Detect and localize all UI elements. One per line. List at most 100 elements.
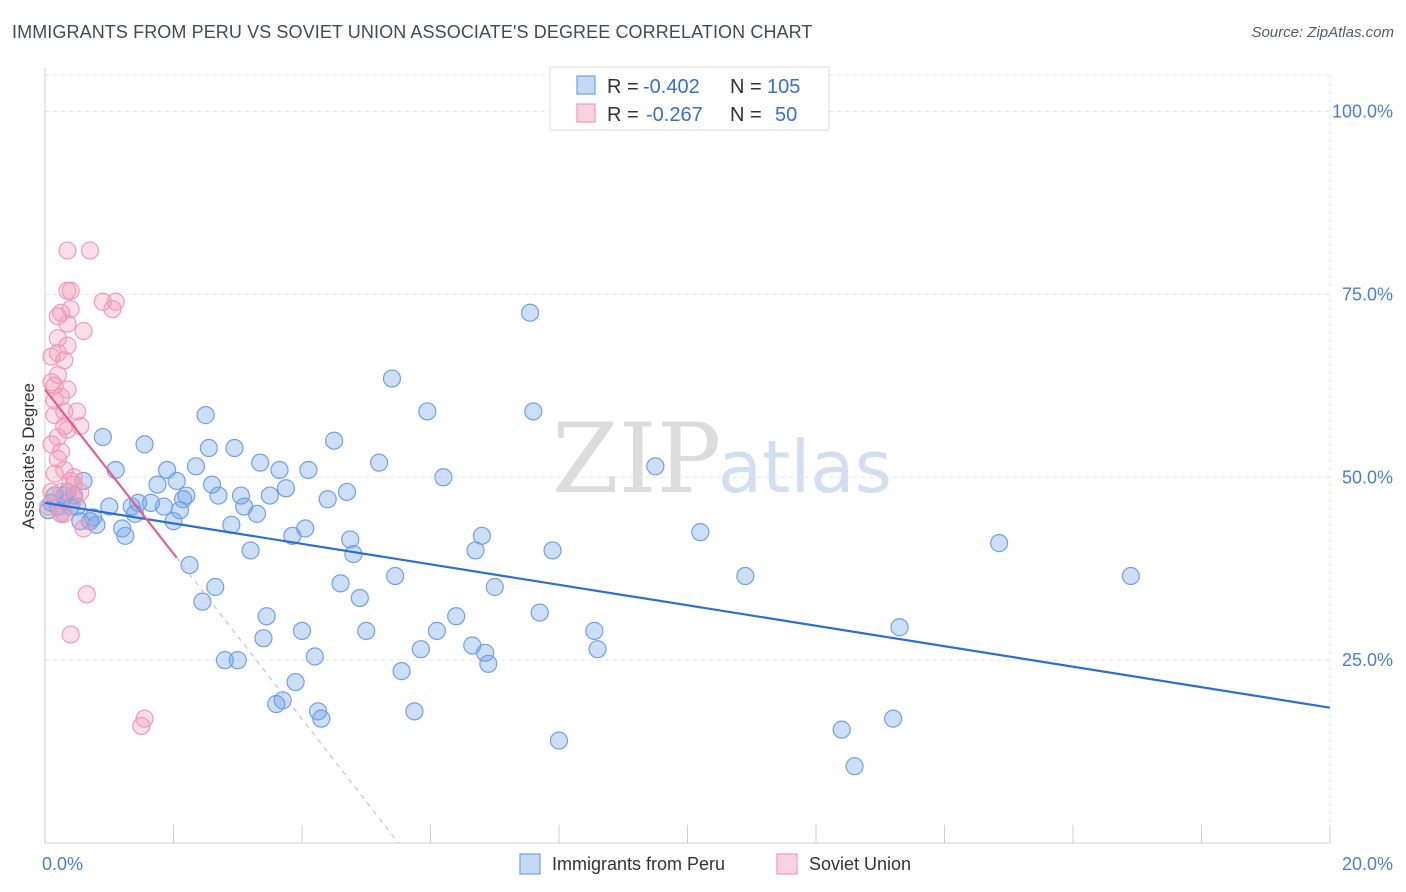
data-point-peru	[270, 460, 289, 480]
data-point-soviet	[64, 475, 84, 494]
trend-lines	[44, 388, 1331, 844]
data-point-peru	[225, 438, 244, 458]
data-point-peru	[411, 640, 430, 659]
series-soviet-points	[39, 241, 154, 736]
data-point-peru	[251, 453, 270, 472]
data-point-peru	[405, 702, 424, 721]
data-point-soviet	[61, 625, 80, 644]
data-point-peru	[427, 621, 447, 640]
data-point-peru	[247, 504, 267, 523]
data-point-peru	[524, 402, 543, 421]
data-point-peru	[167, 471, 186, 491]
series-peru-points	[39, 303, 1140, 776]
data-point-peru	[180, 555, 199, 575]
legend-n-label-soviet: N =	[730, 104, 762, 126]
data-point-peru	[296, 519, 315, 538]
data-point-peru	[382, 369, 402, 388]
data-point-peru	[530, 603, 549, 622]
chart-title: IMMIGRANTS FROM PERU VS SOVIET UNION ASS…	[12, 22, 813, 42]
data-point-peru	[479, 654, 498, 673]
y-tick-labels: 25.0% 50.0% 75.0% 100.0%	[1332, 102, 1393, 671]
trend-line-peru	[44, 501, 1331, 709]
data-point-peru	[472, 526, 491, 545]
data-point-soviet	[64, 490, 84, 509]
legend-r-label-soviet: R =	[607, 104, 639, 126]
data-point-peru	[585, 621, 604, 640]
data-point-soviet	[93, 292, 112, 311]
data-point-peru	[883, 709, 903, 728]
data-point-soviet	[106, 292, 125, 311]
data-point-peru	[341, 530, 360, 549]
watermark: ZIP atlas	[552, 403, 892, 515]
data-point-peru	[832, 720, 851, 739]
data-point-peru	[228, 651, 247, 670]
y-tick-label: 75.0%	[1342, 284, 1393, 304]
data-point-peru	[260, 486, 279, 505]
data-point-peru	[434, 468, 453, 487]
watermark-atlas: atlas	[718, 425, 892, 509]
data-point-peru	[254, 629, 273, 648]
source-label: Source: ZipAtlas.com	[1251, 24, 1394, 41]
x-tick-labels: 0.0% 20.0%	[42, 854, 1393, 874]
data-point-peru	[286, 672, 305, 692]
data-point-soviet	[45, 464, 64, 483]
data-point-peru	[186, 457, 206, 476]
data-point-peru	[845, 757, 864, 776]
data-point-peru	[292, 621, 312, 640]
data-point-peru	[736, 566, 755, 586]
data-point-soviet	[42, 482, 61, 502]
data-point-peru	[1121, 566, 1140, 586]
data-point-soviet	[74, 321, 93, 341]
data-point-soviet	[55, 351, 74, 370]
data-point-soviet	[68, 402, 87, 421]
data-point-peru	[485, 577, 504, 597]
data-point-peru	[93, 427, 112, 447]
data-point-peru	[74, 471, 93, 491]
data-point-peru	[196, 406, 215, 425]
bottom-legend-label-peru: Immigrants from Peru	[552, 854, 725, 874]
data-point-peru	[392, 662, 411, 681]
data-point-soviet	[48, 343, 67, 363]
data-point-peru	[318, 490, 337, 509]
data-point-peru	[177, 486, 196, 505]
data-point-soviet	[74, 519, 93, 538]
data-point-peru	[206, 577, 225, 597]
legend-r-label-peru: R =	[607, 76, 639, 98]
data-point-peru	[273, 691, 292, 710]
legend-swatch-peru	[576, 75, 596, 95]
data-point-peru	[350, 588, 369, 608]
data-point-peru	[116, 526, 135, 545]
legend-box	[549, 66, 830, 131]
data-point-peru	[276, 479, 296, 498]
watermark-zip: ZIP	[552, 403, 721, 515]
data-point-peru	[331, 574, 350, 593]
data-point-soviet	[61, 281, 80, 300]
data-point-peru	[215, 651, 234, 670]
data-point-peru	[209, 486, 228, 505]
legend-r-value-peru: -0.402	[643, 76, 700, 98]
data-point-peru	[549, 731, 569, 750]
data-point-peru	[447, 607, 466, 626]
data-point-peru	[193, 592, 212, 611]
data-point-peru	[325, 431, 344, 450]
data-point-peru	[241, 541, 260, 560]
x-tick-label: 20.0%	[1342, 854, 1393, 874]
data-point-soviet	[48, 329, 67, 348]
data-point-peru	[386, 566, 405, 586]
data-point-soviet	[58, 336, 77, 355]
data-point-soviet	[61, 299, 80, 319]
x-tick-label: 0.0%	[42, 854, 83, 874]
data-point-peru	[154, 497, 173, 516]
data-point-peru	[370, 453, 389, 472]
y-axis-label: Associate's Degree	[19, 383, 38, 529]
data-point-soviet	[58, 314, 77, 333]
data-point-peru	[588, 640, 607, 659]
data-point-peru	[148, 475, 167, 494]
data-point-peru	[299, 460, 318, 480]
data-point-peru	[257, 607, 276, 626]
data-point-peru	[135, 435, 154, 454]
data-point-soviet	[51, 387, 71, 406]
data-point-peru	[312, 709, 331, 728]
data-point-peru	[106, 460, 125, 480]
